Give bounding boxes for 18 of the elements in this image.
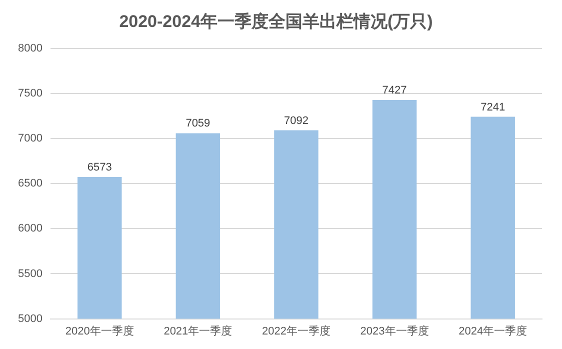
y-tick-label: 6500 bbox=[18, 178, 42, 190]
y-tick-label: 5500 bbox=[18, 268, 42, 280]
data-label: 6573 bbox=[87, 162, 112, 174]
x-tick-label: 2023年一季度 bbox=[360, 324, 429, 338]
data-label: 7092 bbox=[284, 114, 308, 127]
y-tick-label: 7000 bbox=[18, 132, 42, 145]
x-tick-label: 2022年一季度 bbox=[262, 324, 330, 338]
data-label: 7059 bbox=[186, 118, 210, 130]
x-tick-label: 2021年一季度 bbox=[164, 324, 232, 338]
data-label: 7241 bbox=[480, 101, 506, 114]
x-tick-label: 2024年一季度 bbox=[458, 324, 528, 338]
y-tick-label: 8000 bbox=[18, 42, 42, 54]
y-tick-label: 5000 bbox=[18, 312, 42, 325]
x-tick-label: 2020年一季度 bbox=[65, 324, 134, 338]
data-label: 7427 bbox=[382, 84, 407, 97]
y-tick-label: 7500 bbox=[18, 88, 42, 100]
chart-title: 2020-2024年一季度全国羊出栏情况(万只) bbox=[119, 12, 433, 31]
y-tick-label: 6000 bbox=[18, 222, 42, 235]
